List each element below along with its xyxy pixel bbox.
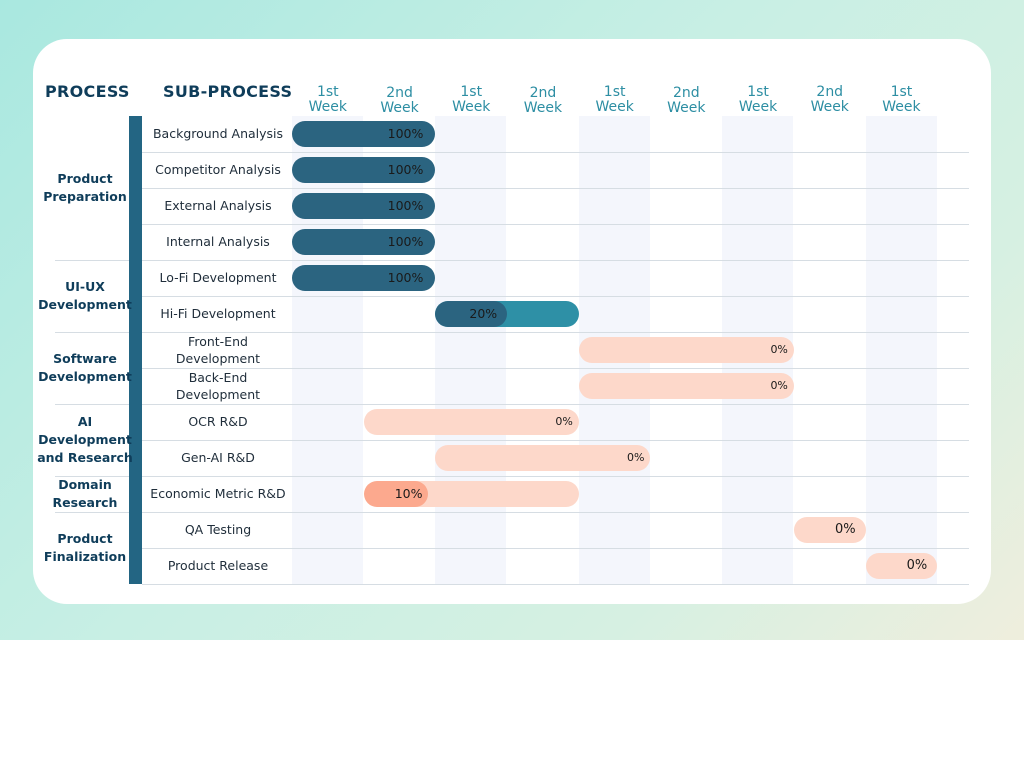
week-ordinal: 1st bbox=[603, 84, 626, 100]
process-label: Domain Research bbox=[52, 477, 118, 510]
week-label: 1st Week bbox=[580, 85, 650, 115]
task-progress-label: 100% bbox=[387, 234, 424, 249]
week-label: 1st Week bbox=[436, 85, 506, 115]
task-bar: 100% bbox=[292, 121, 436, 147]
week-ordinal: 2nd bbox=[673, 85, 700, 101]
week-column-shade bbox=[435, 116, 507, 584]
week-word: Week bbox=[308, 99, 348, 115]
week-label: 1st Week bbox=[866, 85, 936, 115]
row-divider bbox=[142, 187, 969, 189]
task-progress-label: 0% bbox=[555, 415, 573, 428]
process-label: AI Development and Research bbox=[37, 414, 133, 465]
task-progress-label: 0% bbox=[627, 451, 645, 464]
subprocess-label: QA Testing bbox=[184, 522, 252, 538]
process-label: Product Finalization bbox=[43, 531, 127, 564]
process-divider bbox=[55, 331, 131, 333]
week-word: Week bbox=[595, 99, 634, 115]
process-divider bbox=[55, 511, 131, 513]
process-label: Product Preparation bbox=[43, 171, 127, 204]
subprocess-label: Competitor Analysis bbox=[155, 162, 281, 178]
task-bar: 20% bbox=[435, 301, 579, 327]
task-bar: 0% bbox=[865, 553, 938, 579]
process-divider bbox=[55, 259, 131, 261]
task-progress-label: 20% bbox=[469, 306, 498, 321]
task-progress-label: 0% bbox=[770, 343, 788, 356]
week-ordinal: 1st bbox=[460, 84, 483, 100]
task-bar: 0% bbox=[363, 409, 579, 435]
process-header: PROCESS bbox=[45, 82, 130, 101]
subprocess-label: OCR R&D bbox=[188, 414, 248, 430]
row-divider bbox=[142, 331, 969, 333]
week-ordinal: 2nd bbox=[529, 85, 557, 101]
process-bracket-bar bbox=[129, 116, 142, 584]
task-bar: 10% bbox=[363, 481, 579, 507]
subprocess-label: Economic Metric R&D bbox=[150, 486, 286, 502]
subprocess-label: Internal Analysis bbox=[166, 234, 270, 250]
process-label: Software Development bbox=[38, 351, 132, 384]
subprocess-label: Back-End Development bbox=[175, 369, 261, 403]
row-divider bbox=[142, 223, 969, 225]
subprocess-label: Lo-Fi Development bbox=[159, 270, 277, 286]
row-divider bbox=[142, 403, 969, 405]
task-progress-label: 0% bbox=[906, 558, 928, 573]
week-ordinal: 1st bbox=[316, 84, 339, 100]
subprocess-label: Hi-Fi Development bbox=[160, 306, 276, 322]
process-label: UI-UX Development bbox=[38, 279, 132, 312]
row-divider bbox=[142, 259, 969, 261]
subprocess-label: Background Analysis bbox=[152, 126, 284, 142]
task-bar: 0% bbox=[578, 373, 794, 399]
task-progress-label: 0% bbox=[834, 522, 856, 537]
task-bar: 0% bbox=[793, 517, 866, 543]
subprocess-label: Product Release bbox=[167, 558, 269, 574]
task-progress-fill bbox=[435, 301, 508, 327]
task-bar: 0% bbox=[578, 337, 794, 363]
row-divider bbox=[142, 367, 969, 369]
week-column-shade bbox=[292, 116, 363, 584]
week-ordinal: 2nd bbox=[386, 85, 413, 101]
subprocess-label: External Analysis bbox=[164, 198, 272, 214]
week-label: 2nd Week bbox=[508, 86, 578, 116]
task-progress-label: 100% bbox=[387, 270, 424, 285]
week-label: 2nd Week bbox=[365, 86, 435, 116]
week-word: Week bbox=[380, 100, 419, 116]
process-divider bbox=[55, 475, 131, 477]
task-progress-label: 10% bbox=[394, 486, 423, 501]
week-word: Week bbox=[882, 99, 921, 115]
week-ordinal: 1st bbox=[890, 84, 913, 100]
week-label: 1st Week bbox=[293, 85, 363, 115]
row-divider bbox=[142, 511, 969, 513]
row-divider bbox=[142, 151, 969, 153]
row-divider bbox=[142, 439, 969, 441]
subprocess-label: Front-End Development bbox=[175, 333, 261, 367]
row-divider bbox=[142, 583, 969, 585]
task-bar: 100% bbox=[292, 229, 436, 255]
week-word: Week bbox=[667, 100, 706, 116]
subprocess-label: Gen-AI R&D bbox=[181, 450, 255, 466]
row-divider bbox=[142, 475, 969, 477]
task-progress-label: 100% bbox=[387, 162, 424, 177]
week-label: 2nd Week bbox=[795, 85, 865, 115]
week-word: Week bbox=[810, 99, 849, 115]
week-label: 2nd Week bbox=[651, 86, 721, 116]
week-word: Week bbox=[452, 99, 491, 115]
task-progress-label: 0% bbox=[770, 379, 788, 392]
task-progress-label: 100% bbox=[387, 198, 424, 213]
process-divider bbox=[55, 403, 131, 405]
task-bar: 100% bbox=[292, 157, 436, 183]
row-divider bbox=[142, 547, 969, 549]
week-word: Week bbox=[738, 99, 778, 115]
task-bar: 100% bbox=[292, 265, 436, 291]
week-ordinal: 2nd bbox=[816, 84, 844, 100]
row-divider bbox=[142, 295, 969, 297]
week-column-shade bbox=[865, 116, 937, 584]
task-progress-fill bbox=[363, 481, 429, 507]
subprocess-header: SUB-PROCESS bbox=[163, 82, 293, 101]
task-progress-label: 100% bbox=[387, 126, 424, 141]
week-word: Week bbox=[523, 100, 563, 116]
week-label: 1st Week bbox=[723, 85, 793, 115]
task-bar: 100% bbox=[292, 193, 436, 219]
week-ordinal: 1st bbox=[747, 84, 769, 100]
task-bar: 0% bbox=[435, 445, 651, 471]
